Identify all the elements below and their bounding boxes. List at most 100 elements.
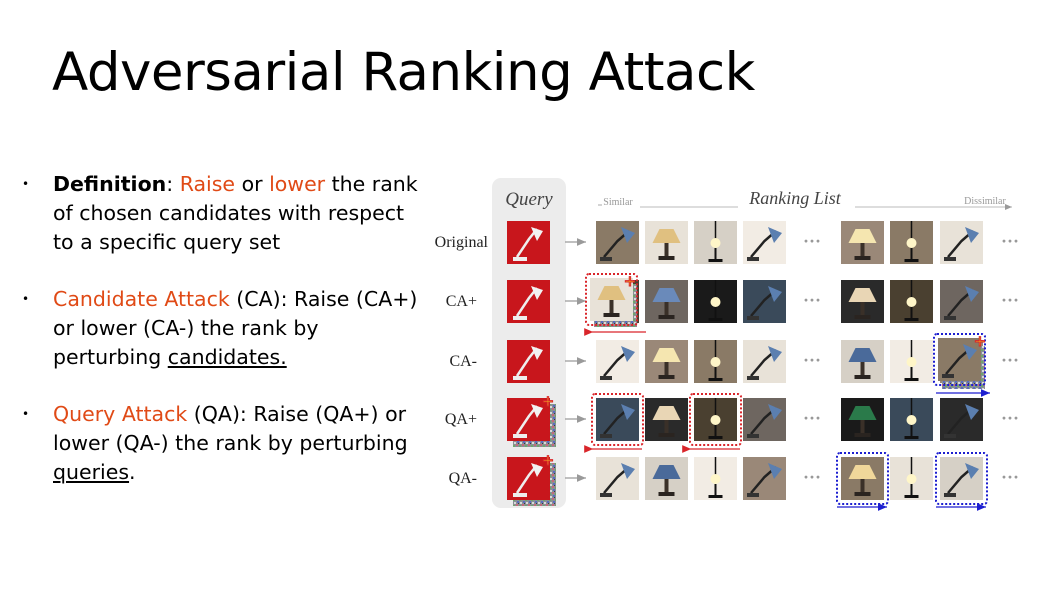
lamp-base-shape	[854, 492, 871, 496]
ranked-image	[694, 457, 737, 500]
lamp-stem-shape	[664, 362, 669, 376]
query-image	[507, 398, 556, 447]
ranked-image	[940, 221, 983, 264]
lamp-stem-shape	[860, 479, 865, 493]
lamp-shade-shape	[848, 348, 877, 362]
lamp-base-shape	[854, 375, 871, 379]
bullet-definition: • Definition: Raise or lower the rank of…	[22, 170, 427, 257]
lamp-head-shape	[965, 286, 979, 302]
word-or: or	[235, 172, 270, 196]
similar-label: Similar	[603, 197, 633, 208]
candidate-attack-term: Candidate Attack	[53, 287, 230, 311]
bullet-list: • Definition: Raise or lower the rank of…	[22, 170, 427, 515]
lamp-base-shape	[603, 313, 620, 317]
ranked-image	[890, 398, 933, 441]
definition-text: the rank of chosen candidates with respe…	[53, 172, 418, 254]
lamp-stem-shape	[910, 248, 913, 260]
lamp-head-shape	[768, 346, 782, 362]
ranked-image	[645, 280, 688, 323]
lamp-base-shape	[600, 257, 612, 261]
query-image-bg	[507, 280, 550, 323]
lamp-bulb-shape	[710, 474, 721, 484]
ranked-image	[645, 398, 688, 441]
lamp-head-shape	[768, 286, 782, 302]
lamp-base-shape	[708, 259, 723, 262]
query-lamp-head	[531, 404, 543, 418]
ellipsis: ···	[803, 467, 821, 487]
lamp-stem-shape	[664, 479, 669, 493]
lamp-bulb-shape	[906, 474, 917, 484]
row-label: CA-	[449, 353, 477, 370]
lamp-base-shape	[600, 376, 612, 380]
ellipsis: ···	[1001, 408, 1019, 428]
definition-sep: :	[166, 172, 180, 196]
ranking-list-header: Ranking List	[748, 188, 842, 208]
lamp-base-shape	[658, 315, 675, 319]
ellipsis: ···	[1001, 231, 1019, 251]
ellipsis: ···	[803, 290, 821, 310]
ranked-image	[645, 221, 688, 264]
lamp-base-shape	[944, 493, 956, 497]
query-image-bg	[507, 457, 550, 500]
lamp-base-shape	[658, 256, 675, 260]
query-attack-text: (QA): Raise (QA+) or lower (QA-) the ran…	[53, 402, 408, 455]
query-lamp-base	[513, 493, 527, 497]
word-raise: Raise	[179, 172, 236, 196]
query-image-bg	[507, 221, 550, 264]
ranked-image	[694, 221, 737, 264]
lamp-stem-shape	[714, 425, 717, 437]
lamp-stem-shape	[714, 484, 717, 496]
row-label: QA+	[445, 411, 477, 428]
lamp-base-shape	[658, 375, 675, 379]
lamp-bulb-shape	[710, 238, 721, 248]
lamp-shade-shape	[652, 348, 681, 362]
ranked-image	[645, 340, 688, 383]
lamp-head-shape	[621, 227, 635, 243]
ranked-image	[841, 398, 884, 441]
lamp-base-shape	[904, 318, 919, 321]
bullet-query-attack: • Query Attack (QA): Raise (QA+) or lowe…	[22, 400, 427, 487]
lamp-base-shape	[904, 495, 919, 498]
lower-box	[933, 333, 986, 386]
lamp-stem-shape	[860, 302, 865, 316]
query-lamp-head	[531, 346, 543, 360]
row-label: CA+	[446, 293, 477, 310]
lamp-base-shape	[747, 493, 759, 497]
query-lamp-head	[531, 286, 543, 300]
lamp-base-shape	[600, 493, 612, 497]
lamp-shade-shape	[848, 465, 877, 479]
query-lamp-base	[513, 316, 527, 320]
lamp-base-shape	[904, 259, 919, 262]
query-image-bg	[507, 398, 550, 441]
word-lower: lower	[269, 172, 326, 196]
lamp-stem-shape	[714, 367, 717, 379]
lamp-base-shape	[747, 257, 759, 261]
ranked-image	[596, 221, 639, 264]
query-lamp-head	[531, 463, 543, 477]
ranked-image	[890, 221, 933, 264]
lamp-base-shape	[658, 433, 675, 437]
query-image	[507, 280, 550, 323]
lamp-bulb-shape	[906, 357, 917, 367]
lamp-head-shape	[768, 463, 782, 479]
bullet-marker: •	[22, 177, 30, 191]
lamp-base-shape	[854, 256, 871, 260]
lamp-base-shape	[854, 315, 871, 319]
lamp-shade-shape	[652, 229, 681, 243]
ranked-image	[841, 221, 884, 264]
lamp-head-shape	[965, 463, 979, 479]
lamp-stem-shape	[910, 425, 913, 437]
lamp-stem-shape	[860, 420, 865, 434]
ranked-image	[841, 280, 884, 323]
lamp-head-shape	[621, 346, 635, 362]
query-lamp-base	[513, 257, 527, 261]
ranked-image	[596, 457, 639, 500]
lamp-stem-shape	[860, 243, 865, 257]
lamp-base-shape	[904, 436, 919, 439]
ranked-image	[596, 340, 639, 383]
row-label: Original	[435, 234, 489, 251]
lamp-stem-shape	[860, 362, 865, 376]
lamp-base-shape	[944, 257, 956, 261]
ranked-image	[890, 280, 933, 323]
